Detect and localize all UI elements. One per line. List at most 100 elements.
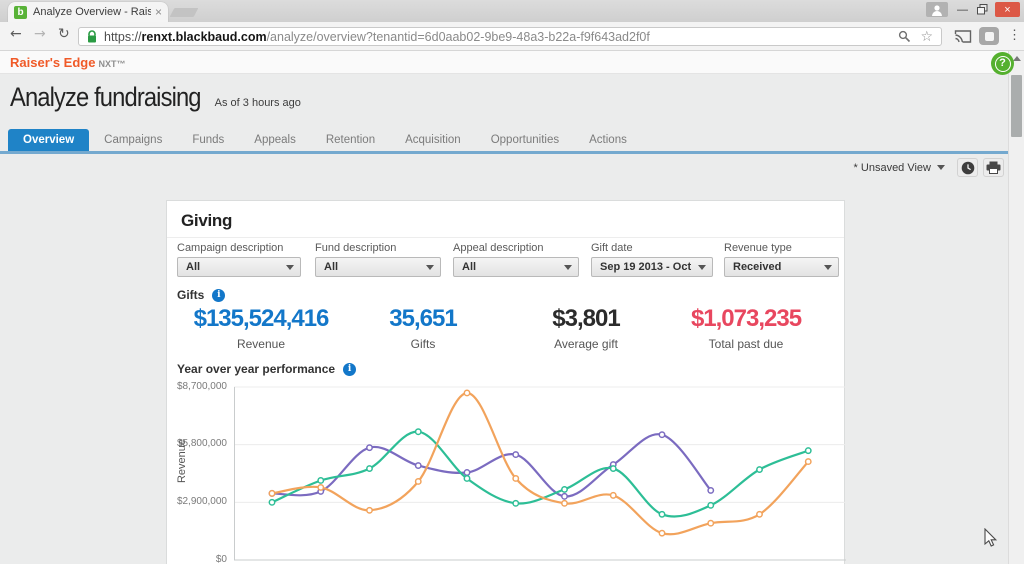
y-axis-tick: $2,900,000 <box>176 496 227 507</box>
stat-value: $1,073,235 <box>690 305 802 332</box>
info-icon[interactable]: i <box>343 362 357 376</box>
reload-icon[interactable]: ↻ <box>58 26 70 42</box>
window-restore-button[interactable] <box>973 2 992 17</box>
person-icon <box>932 4 942 16</box>
fund-description-select[interactable]: All <box>315 257 441 277</box>
yoy-chart-heading: Year over year performance i <box>177 362 357 376</box>
tabs-underline <box>0 151 1008 154</box>
y-axis-tick: $8,700,000 <box>176 381 227 392</box>
filter-fund-description: Fund description All <box>315 242 441 277</box>
y-axis-label: Revenue <box>176 438 188 484</box>
brand-name: Raiser's Edge <box>10 55 96 70</box>
window-close-button[interactable]: × <box>995 2 1020 17</box>
scrollbar-thumb[interactable] <box>1011 75 1022 137</box>
search-zoom-icon[interactable] <box>898 30 911 43</box>
selected-value: Sep 19 2013 - Oct 18 ... <box>600 261 692 273</box>
stat-value: 35,651 <box>389 305 457 332</box>
chevron-down-icon <box>426 264 434 270</box>
stat-average-gift: $3,801 Average gift <box>491 305 681 351</box>
stat-value: $135,524,416 <box>193 305 330 332</box>
tab-funds[interactable]: Funds <box>192 134 225 146</box>
chevron-down-icon <box>286 264 294 270</box>
chevron-down-icon[interactable] <box>937 165 945 170</box>
gifts-section-label: Gifts i <box>177 288 226 302</box>
print-button[interactable] <box>983 158 1004 177</box>
vertical-scrollbar <box>1008 51 1024 564</box>
selected-value: All <box>186 261 201 273</box>
browser-tab[interactable]: b Analyze Overview - Raise × <box>8 2 168 22</box>
stat-gifts: 35,651 Gifts <box>328 305 518 351</box>
chevron-down-icon <box>564 264 572 270</box>
tab-opportunities[interactable]: Opportunities <box>490 134 560 146</box>
chevron-down-icon <box>824 264 832 270</box>
gift-date-select[interactable]: Sep 19 2013 - Oct 18 ... <box>591 257 713 277</box>
brand-suffix: NXT™ <box>98 59 126 69</box>
filter-label: Campaign description <box>177 242 284 254</box>
stat-label: Average gift <box>554 337 618 351</box>
chart-heading-text: Year over year performance <box>177 362 336 376</box>
tab-actions[interactable]: Actions <box>589 134 627 146</box>
filter-revenue-type: Revenue type Received <box>724 242 839 277</box>
selected-value: All <box>324 261 339 273</box>
help-icon: ? <box>994 55 1011 72</box>
view-toolbar: * Unsaved View <box>854 158 1004 177</box>
filter-gift-date: Gift date Sep 19 2013 - Oct 18 ... <box>591 242 713 277</box>
clock-icon <box>961 161 974 174</box>
scrollbar-up-arrow-icon[interactable] <box>1013 56 1021 61</box>
campaign-description-select[interactable]: All <box>177 257 301 277</box>
analyze-tabs: Overview Campaigns Funds Appeals Retenti… <box>8 129 642 151</box>
url-text: https://renxt.blackbaud.com/analyze/over… <box>104 30 898 44</box>
appeal-description-select[interactable]: All <box>453 257 579 277</box>
filter-appeal-description: Appeal description All <box>453 242 579 277</box>
as-of-timestamp: As of 3 hours ago <box>214 97 301 109</box>
url-path: /analyze/overview?tenantid=6d0aab02-9be9… <box>266 29 650 44</box>
tab-appeals[interactable]: Appeals <box>254 134 296 146</box>
tab-acquisition[interactable]: Acquisition <box>405 134 461 146</box>
url-bar[interactable]: https://renxt.blackbaud.com/analyze/over… <box>78 27 942 46</box>
stat-value: $3,801 <box>552 305 620 332</box>
browser-tabstrip: b Analyze Overview - Raise × — × <box>0 0 1024 22</box>
forward-icon[interactable]: → <box>34 26 46 42</box>
gifts-label-text: Gifts <box>177 288 205 302</box>
year-over-year-chart <box>234 386 846 561</box>
blackbaud-favicon-icon: b <box>14 5 27 19</box>
window-minimize-button[interactable]: — <box>957 3 968 16</box>
browser-toolbar: ← → ↻ https://renxt.blackbaud.com/analyz… <box>0 22 1024 51</box>
giving-card: Giving Campaign description All Fund des… <box>166 200 846 564</box>
bookmark-star-icon[interactable]: ☆ <box>920 28 933 45</box>
printer-icon <box>986 161 1001 174</box>
history-button[interactable] <box>957 158 978 177</box>
stat-total-past-due: $1,073,235 Total past due <box>651 305 841 351</box>
extension-icon <box>984 31 994 41</box>
back-icon[interactable]: ← <box>10 26 22 42</box>
info-icon[interactable]: i <box>212 288 226 302</box>
restore-icon <box>977 4 988 15</box>
page-heading: Analyze fundraising As of 3 hours ago <box>10 82 301 113</box>
lock-icon <box>88 30 96 43</box>
page-title: Analyze fundraising <box>10 82 202 112</box>
stat-label: Total past due <box>708 337 784 351</box>
filter-campaign-description: Campaign description All <box>177 242 301 277</box>
new-tab-button[interactable] <box>169 8 199 17</box>
url-host: renxt.blackbaud.com <box>141 29 267 44</box>
stat-revenue: $135,524,416 Revenue <box>166 305 356 351</box>
browser-profile-button[interactable] <box>926 2 948 17</box>
tab-campaigns[interactable]: Campaigns <box>104 134 163 146</box>
tab-retention[interactable]: Retention <box>325 134 376 146</box>
revenue-type-select[interactable]: Received <box>724 257 839 277</box>
stat-label: Gifts <box>410 337 436 351</box>
unsaved-view-menu[interactable]: * Unsaved View <box>853 161 931 174</box>
cast-icon[interactable] <box>954 29 972 49</box>
tab-overview[interactable]: Overview <box>8 129 90 151</box>
selected-value: Received <box>733 261 782 273</box>
stat-label: Revenue <box>236 337 286 351</box>
filter-label: Revenue type <box>724 242 792 254</box>
help-button[interactable]: ? <box>991 52 1014 75</box>
extension-button[interactable] <box>979 27 999 45</box>
y-axis-tick: $5,800,000 <box>176 438 227 449</box>
browser-menu-icon[interactable]: ⋮ <box>1008 27 1021 42</box>
tab-close-icon[interactable]: × <box>154 5 162 19</box>
chevron-down-icon <box>698 264 706 270</box>
filter-label: Appeal description <box>453 242 544 254</box>
